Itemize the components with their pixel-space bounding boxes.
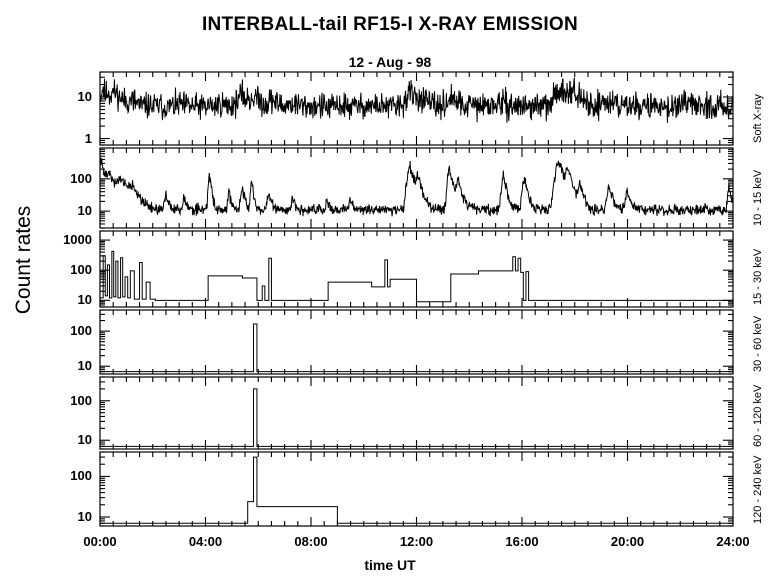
y-tick-label: 100	[70, 468, 92, 484]
y-tick-label: 100	[70, 170, 92, 186]
panel-1	[99, 71, 734, 146]
data-trace	[99, 77, 734, 123]
y-tick-label: 10	[77, 292, 92, 308]
x-tick-label: 12:00	[399, 534, 434, 549]
y-tick-label: 1	[84, 130, 92, 146]
x-tick-label: 08:00	[294, 534, 328, 549]
panel-6	[99, 451, 734, 527]
y-axis-title: Count rates	[12, 205, 35, 315]
panel-energy-label: 15 - 30 keV	[752, 248, 764, 305]
panel-frame	[99, 147, 734, 229]
data-trace	[100, 250, 733, 303]
panel-energy-label: 10 - 15 keV	[752, 169, 764, 226]
y-tick-label: 10	[77, 358, 92, 374]
panel-4	[99, 309, 734, 375]
data-trace	[100, 323, 733, 373]
x-tick-label: 04:00	[188, 534, 223, 549]
x-tick-label: 20:00	[610, 534, 645, 549]
panel-energy-label: 60 - 120 keV	[752, 384, 764, 447]
x-tick-label: 24:00	[716, 534, 750, 549]
y-tick-label: 10	[77, 203, 92, 219]
y-tick-label: 10	[77, 508, 92, 524]
y-tick-label: 10	[77, 89, 92, 104]
y-tick-label: 1000	[63, 232, 92, 248]
x-axis-title: time UT	[364, 557, 416, 573]
panel-frame	[99, 376, 734, 450]
y-tick-label: 100	[70, 262, 92, 278]
data-trace	[100, 388, 733, 447]
panel-5	[99, 376, 734, 450]
panel-energy-label: 120 - 240 keV	[752, 455, 764, 525]
data-trace	[100, 456, 733, 524]
panel-frame	[99, 309, 734, 375]
data-trace	[99, 157, 734, 217]
x-tick-label: 16:00	[505, 534, 539, 549]
y-tick-label: 100	[70, 392, 92, 408]
panel-energy-label: Soft X-ray	[752, 94, 764, 143]
panel-2	[99, 147, 734, 229]
x-tick-label: 00:00	[83, 534, 117, 549]
chart-title: INTERBALL-tail RF15-I X-RAY EMISSION	[201, 14, 579, 35]
chart-subtitle: 12 - Aug - 98	[348, 54, 432, 70]
y-tick-label: 10	[77, 432, 92, 448]
panel-3	[99, 230, 734, 308]
y-tick-label: 100	[70, 323, 92, 339]
panel-energy-label: 30 - 60 keV	[752, 315, 764, 372]
panel-frame	[99, 451, 734, 527]
